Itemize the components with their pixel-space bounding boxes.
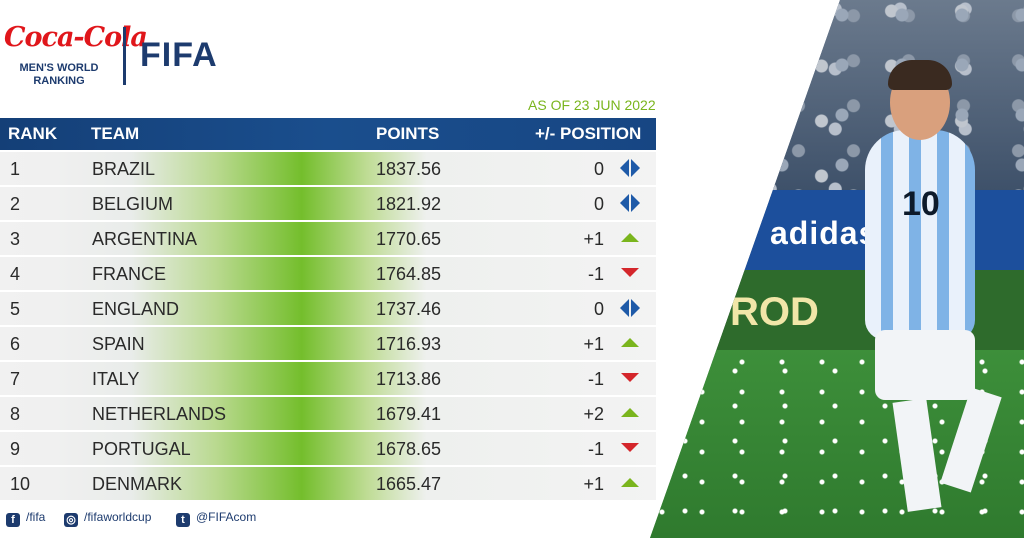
ranking-table: 1 BRAZIL 1837.56 0 2 BELGIUM 1821.92 0 3 ARGENTIN… xyxy=(0,152,656,502)
arrow-up-icon xyxy=(620,228,642,248)
team-cell: SPAIN xyxy=(92,334,145,354)
team-cell: PORTUGAL xyxy=(92,439,191,459)
team-cell: FRANCE xyxy=(92,264,167,284)
arrow-down-icon xyxy=(620,368,642,388)
team-cell: DENMARK xyxy=(92,474,183,494)
position-change-cell: -1 xyxy=(587,264,604,284)
column-header-position-change: +/- POSITION xyxy=(535,124,642,143)
points-cell: 1770.65 xyxy=(376,229,442,249)
ad-board-text: adidas xyxy=(770,215,878,251)
column-header-rank: RANK xyxy=(8,124,58,143)
arrow-up-icon xyxy=(620,333,642,353)
position-change-cell: 0 xyxy=(593,299,604,319)
rank-cell: 1 xyxy=(10,159,21,179)
team-cell: BELGIUM xyxy=(92,194,174,214)
table-row: 2 BELGIUM 1821.92 0 xyxy=(0,187,656,220)
unchanged-icon xyxy=(620,298,642,318)
points-cell: 1837.56 xyxy=(376,159,442,179)
table-row: 8 NETHERLANDS 1679.41 +2 xyxy=(0,397,656,430)
table-row: 6 SPAIN 1716.93 +1 xyxy=(0,327,656,360)
rank-cell: 9 xyxy=(10,439,21,459)
rank-cell: 2 xyxy=(10,194,21,214)
team-cell: ARGENTINA xyxy=(92,229,198,249)
position-change-cell: +1 xyxy=(583,474,604,494)
arrow-down-icon xyxy=(620,263,642,283)
logo-divider xyxy=(123,27,126,85)
fifa-logo: FIFA xyxy=(140,36,218,74)
player-photo: adidas ROD 10 xyxy=(650,0,1024,538)
arrow-up-icon xyxy=(620,473,642,493)
column-header-team: TEAM xyxy=(91,124,140,143)
arrow-up-icon xyxy=(620,403,642,423)
rank-cell: 7 xyxy=(10,369,21,389)
points-cell: 1737.46 xyxy=(376,299,442,319)
points-cell: 1713.86 xyxy=(376,369,442,389)
rank-cell: 8 xyxy=(10,404,21,424)
position-change-cell: +2 xyxy=(583,404,604,424)
table-row: 4 FRANCE 1764.85 -1 xyxy=(0,257,656,290)
column-header-points: POINTS xyxy=(376,124,440,143)
team-cell: BRAZIL xyxy=(92,159,156,179)
twitter-icon: t xyxy=(176,513,190,527)
facebook-handle[interactable]: f/fifa xyxy=(6,510,45,527)
table-row: 7 ITALY 1713.86 -1 xyxy=(0,362,656,395)
facebook-label: /fifa xyxy=(26,510,46,524)
table-header: RANK TEAM POINTS +/- POSITION xyxy=(0,118,656,150)
points-cell: 1679.41 xyxy=(376,404,442,424)
shirt-number: 10 xyxy=(902,185,940,223)
points-cell: 1665.47 xyxy=(376,474,442,494)
table-row: 9 PORTUGAL 1678.65 -1 xyxy=(0,432,656,465)
rank-cell: 6 xyxy=(10,334,21,354)
as-of-date: AS OF 23 JUN 2022 xyxy=(528,97,656,113)
rank-cell: 4 xyxy=(10,264,21,284)
points-cell: 1764.85 xyxy=(376,264,442,284)
twitter-label: @FIFAcom xyxy=(196,510,257,524)
player-shorts xyxy=(875,330,975,400)
position-change-cell: 0 xyxy=(593,159,604,179)
table-row: 5 ENGLAND 1737.46 0 xyxy=(0,292,656,325)
points-cell: 1821.92 xyxy=(376,194,442,214)
team-cell: ENGLAND xyxy=(92,299,180,319)
team-cell: NETHERLANDS xyxy=(92,404,227,424)
unchanged-icon xyxy=(620,193,642,213)
subtitle-line: MEN'S WORLD xyxy=(19,62,99,74)
position-change-cell: +1 xyxy=(583,229,604,249)
position-change-cell: -1 xyxy=(587,439,604,459)
ad-board-lower-text: ROD xyxy=(730,290,819,334)
rank-cell: 3 xyxy=(10,229,21,249)
instagram-handle[interactable]: ◎ /fifaworldcup xyxy=(64,510,151,527)
instagram-label: /fifaworldcup xyxy=(84,510,152,524)
player-hair xyxy=(888,60,952,90)
unchanged-icon xyxy=(620,158,642,178)
position-change-cell: 0 xyxy=(593,194,604,214)
subtitle-line: RANKING xyxy=(33,75,85,87)
team-cell: ITALY xyxy=(92,369,140,389)
ranking-subtitle: MEN'S WORLD RANKING xyxy=(10,62,108,88)
position-change-cell: -1 xyxy=(587,369,604,389)
table-row: 10 DENMARK 1665.47 +1 xyxy=(0,467,656,500)
table-row: 3 ARGENTINA 1770.65 +1 xyxy=(0,222,656,255)
twitter-handle[interactable]: t @FIFAcom xyxy=(176,510,256,527)
points-cell: 1716.93 xyxy=(376,334,442,354)
rank-cell: 5 xyxy=(10,299,21,319)
facebook-icon: f xyxy=(6,513,20,527)
points-cell: 1678.65 xyxy=(376,439,442,459)
player-shirt xyxy=(865,130,975,340)
instagram-icon: ◎ xyxy=(64,513,78,527)
rank-cell: 10 xyxy=(10,474,31,494)
table-row: 1 BRAZIL 1837.56 0 xyxy=(0,152,656,185)
position-change-cell: +1 xyxy=(583,334,604,354)
arrow-down-icon xyxy=(620,438,642,458)
